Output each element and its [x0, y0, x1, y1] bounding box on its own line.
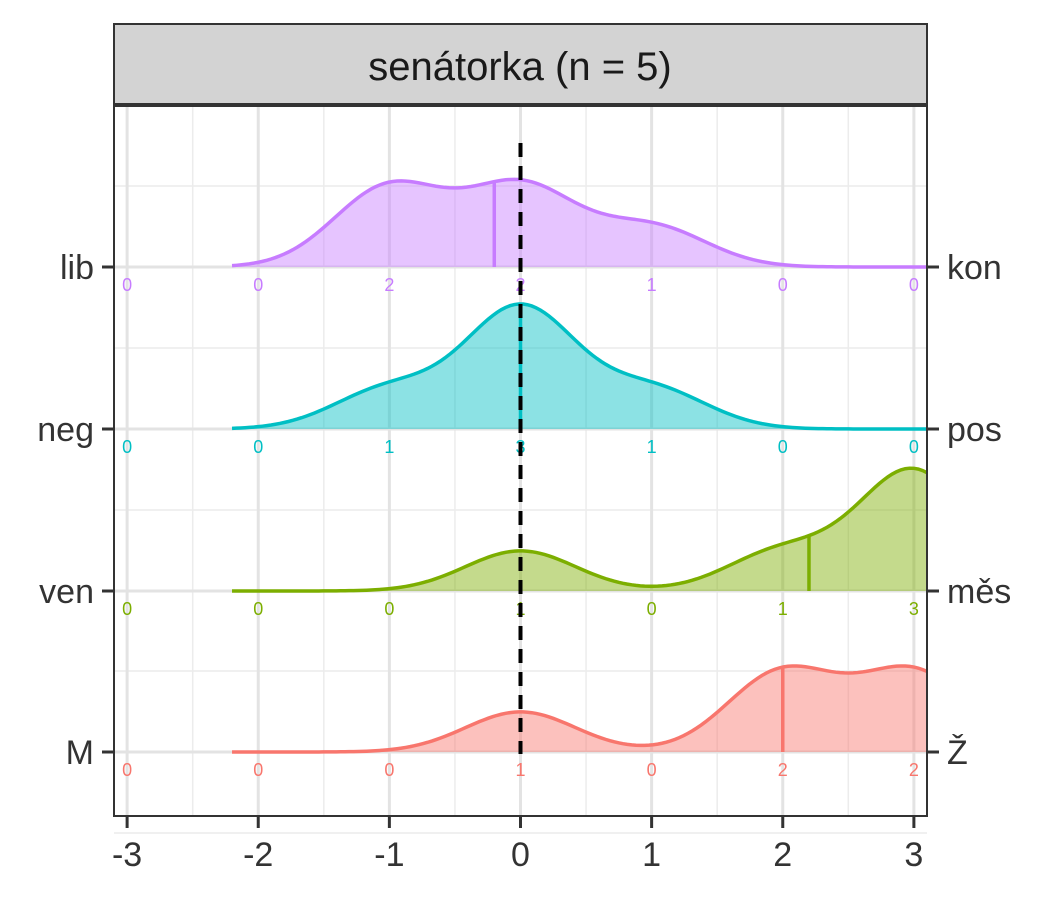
count-label: 0	[122, 437, 132, 457]
count-label: 0	[253, 599, 263, 619]
count-label: 0	[253, 437, 263, 457]
count-label: 1	[515, 760, 525, 780]
facet-strip: senátorka (n = 5)	[113, 23, 928, 105]
ridge-line	[232, 664, 928, 754]
y-axis-right: kon pos měs Ž	[927, 249, 1011, 772]
count-label: 0	[909, 437, 919, 457]
count-label: 1	[647, 275, 657, 295]
y-label-left: neg	[37, 411, 94, 449]
panel-title: senátorka (n = 5)	[368, 45, 672, 89]
x-tick-label: -1	[374, 836, 404, 874]
count-label: 1	[778, 599, 788, 619]
y-label-left: M	[66, 734, 94, 772]
count-label: 0	[253, 275, 263, 295]
count-label: 3	[909, 599, 919, 619]
count-label: 2	[778, 760, 788, 780]
ridge-line	[231, 302, 927, 431]
x-tick-label: 3	[904, 836, 923, 874]
ridge-line	[232, 466, 928, 593]
y-label-left: lib	[60, 249, 94, 287]
ridge-series: 0 0 0 1 0 2 2	[122, 664, 928, 780]
x-tick-label: -3	[112, 836, 142, 874]
strip-background	[113, 23, 928, 105]
count-label: 0	[647, 760, 657, 780]
x-axis: -3 -2 -1 0 1 2 3	[112, 816, 923, 874]
y-label-right: měs	[947, 573, 1011, 611]
y-label-right: Ž	[947, 734, 968, 772]
y-label-left: ven	[39, 573, 94, 611]
ridge-area	[232, 304, 927, 429]
x-tick-label: 2	[773, 836, 792, 874]
count-label: 0	[384, 599, 394, 619]
y-label-right: kon	[947, 249, 1002, 287]
ridges: 0022100001310000010130001022	[122, 177, 928, 780]
count-label: 2	[909, 760, 919, 780]
y-axis-left: lib neg ven M	[37, 249, 114, 772]
count-label: 0	[122, 275, 132, 295]
ridge-area	[232, 468, 927, 591]
count-label: 0	[909, 275, 919, 295]
count-label: 1	[647, 437, 657, 457]
ridge-line	[231, 177, 927, 269]
count-label: 0	[778, 275, 788, 295]
count-label: 0	[647, 599, 657, 619]
ridge-area	[232, 665, 927, 752]
count-label: 0	[122, 599, 132, 619]
x-tick-label: 1	[642, 836, 661, 874]
y-label-right: pos	[947, 411, 1002, 449]
x-tick-label: -2	[243, 836, 273, 874]
count-label: 0	[122, 760, 132, 780]
count-label: 0	[253, 760, 263, 780]
count-label: 0	[384, 760, 394, 780]
count-label: 1	[384, 437, 394, 457]
count-label: 2	[384, 275, 394, 295]
count-label: 0	[778, 437, 788, 457]
ridge-area	[232, 179, 927, 267]
x-tick-label: 0	[511, 836, 530, 874]
